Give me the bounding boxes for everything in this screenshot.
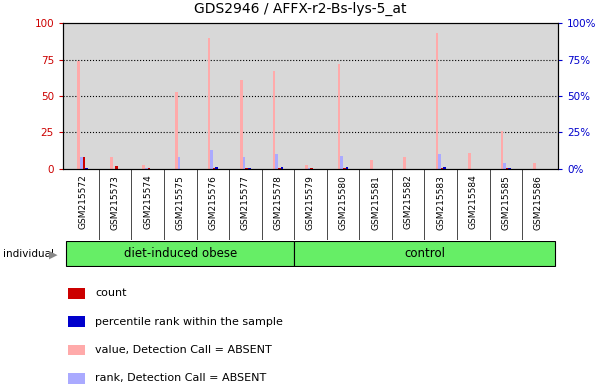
Bar [370, 160, 373, 169]
Bar [83, 157, 85, 169]
Bar [77, 61, 80, 169]
Bar [500, 131, 503, 169]
Text: diet-induced obese: diet-induced obese [124, 247, 237, 260]
Bar [468, 153, 471, 169]
Text: value, Detection Call = ABSENT: value, Detection Call = ABSENT [95, 345, 272, 355]
Bar [175, 92, 178, 169]
Bar [66, 241, 294, 266]
Bar [243, 157, 245, 169]
Bar [340, 156, 343, 169]
Bar [281, 167, 283, 169]
Text: GSM215585: GSM215585 [502, 175, 511, 230]
Text: ▶: ▶ [49, 249, 58, 259]
Bar [115, 166, 118, 169]
Text: rank, Detection Call = ABSENT: rank, Detection Call = ABSENT [95, 373, 266, 383]
Bar [346, 167, 348, 169]
Text: GSM215580: GSM215580 [338, 175, 347, 230]
Text: GSM215575: GSM215575 [176, 175, 185, 230]
Text: GSM215586: GSM215586 [534, 175, 543, 230]
Bar [438, 154, 441, 169]
Bar [210, 150, 213, 169]
Text: GSM215577: GSM215577 [241, 175, 250, 230]
Bar [208, 38, 210, 169]
Text: GSM215579: GSM215579 [306, 175, 315, 230]
Bar [443, 167, 446, 169]
Bar [343, 167, 346, 169]
Text: GSM215574: GSM215574 [143, 175, 152, 229]
Bar [110, 157, 113, 169]
Bar [273, 71, 275, 169]
Bar [305, 165, 308, 169]
Bar [145, 168, 148, 169]
Bar [308, 168, 311, 169]
Bar [68, 288, 85, 299]
Bar [506, 167, 508, 169]
Text: GSM215572: GSM215572 [78, 175, 87, 229]
Text: individual: individual [3, 249, 54, 259]
Text: GSM215584: GSM215584 [469, 175, 478, 229]
Bar [142, 165, 145, 169]
Bar [68, 316, 85, 327]
Bar [213, 167, 215, 169]
Bar [338, 64, 340, 169]
Text: count: count [95, 288, 127, 298]
Bar [441, 167, 443, 169]
Bar [503, 163, 506, 169]
Bar [248, 167, 251, 169]
Bar [215, 167, 218, 169]
Bar [436, 33, 438, 169]
Text: GSM215582: GSM215582 [404, 175, 413, 229]
Bar [311, 168, 313, 169]
Text: GSM215581: GSM215581 [371, 175, 380, 230]
Bar [85, 167, 88, 169]
Bar [68, 373, 85, 384]
Text: GSM215578: GSM215578 [274, 175, 283, 230]
Bar [275, 154, 278, 169]
Text: GSM215576: GSM215576 [208, 175, 217, 230]
Bar [148, 168, 150, 169]
Text: GSM215583: GSM215583 [436, 175, 445, 230]
Bar [240, 80, 243, 169]
Text: control: control [404, 247, 445, 260]
Text: GDS2946 / AFFX-r2-Bs-lys-5_at: GDS2946 / AFFX-r2-Bs-lys-5_at [194, 2, 406, 16]
Bar [533, 163, 536, 169]
Bar [178, 157, 180, 169]
Bar [68, 344, 85, 356]
Text: GSM215573: GSM215573 [110, 175, 119, 230]
Text: percentile rank within the sample: percentile rank within the sample [95, 317, 283, 327]
Bar [294, 241, 555, 266]
Bar [278, 168, 281, 169]
Bar [245, 168, 248, 169]
Bar [403, 157, 406, 169]
Bar [508, 168, 511, 169]
Bar [80, 157, 83, 169]
